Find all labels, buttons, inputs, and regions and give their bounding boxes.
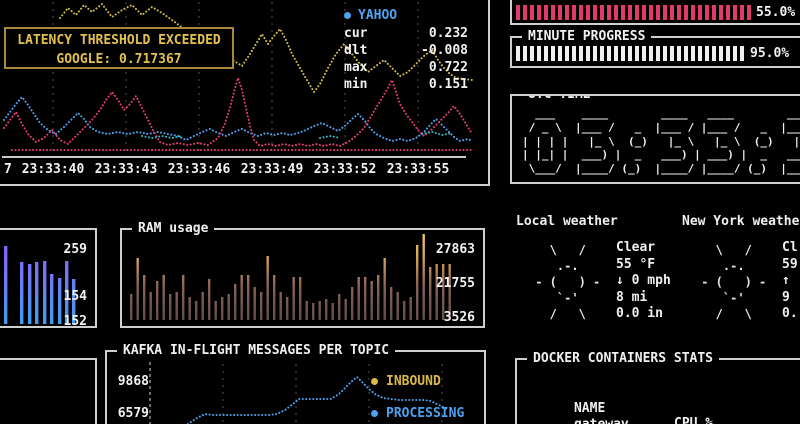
legend-inbound: INBOUND (371, 374, 441, 389)
panel-title: UTC TIME (522, 96, 597, 102)
y-label: 6579 (117, 406, 149, 421)
stat-key: max (344, 60, 368, 75)
ram-bars-chart (130, 234, 451, 320)
yahoo-legend: YAHOO cur 0.232 dlt -0.008 max 0.722 min 0.1… (344, 8, 468, 93)
y-label: 154 (63, 289, 87, 304)
y-label: 259 (63, 242, 87, 257)
kafka-panel: KAFKA IN-FLIGHT MESSAGES PER TOPIC 9868 … (105, 343, 486, 424)
legend-label: PROCESSING (386, 406, 465, 421)
kafka-chart (149, 362, 450, 424)
y-label: 152 (63, 314, 87, 329)
x-tick: 23:33:46 (167, 162, 231, 177)
series-line-yahoo (3, 95, 473, 143)
y-label: 9868 (117, 374, 149, 389)
gauge-bars (516, 5, 752, 20)
yahoo-series-dot-icon (344, 12, 351, 19)
yahoo-series-label: YAHOO (358, 8, 398, 23)
x-tick: 7 (4, 162, 12, 177)
panel-title: KAFKA IN-FLIGHT MESSAGES PER TOPIC (117, 343, 396, 358)
container-name: gateway (574, 417, 629, 424)
minute-progress-panel: MINUTE PROGRESS 95.0% (510, 29, 800, 68)
x-tick: 23:33:49 (240, 162, 304, 177)
stat-value: -0.008 (421, 43, 468, 58)
y-label: 27863 (435, 242, 475, 257)
gauge-value: 95.0% (750, 46, 790, 61)
cutoff-panel (0, 358, 97, 424)
series-line-third (59, 2, 473, 94)
x-tick: 23:33:52 (313, 162, 377, 177)
stat-key: min (344, 77, 368, 92)
col-name: NAME (573, 401, 606, 416)
local-weather-values: Clear 55 °F ↓ 0 mph 8 mi 0.0 in (616, 240, 671, 321)
legend-label: INBOUND (386, 374, 441, 389)
sun-icon: \ / .-. - ( ) - `-' / \ (535, 243, 601, 321)
series-line-cyan (141, 134, 183, 140)
series-line-cyan (319, 134, 341, 139)
alert-line1: LATENCY THRESHOLD EXCEEDED (17, 33, 221, 48)
utc-time-panel: UTC TIME ___ ____ ____ ____ ____ ___ / _… (510, 94, 800, 184)
col-cpu: CPU % (674, 416, 714, 424)
latency-chart (3, 2, 473, 154)
y-label: 21755 (435, 276, 475, 291)
gauge-value: 55.0% (756, 5, 796, 20)
stat-value: 0.232 (428, 26, 468, 41)
docker-stats-panel: DOCKER CONTAINERS STATS NAME CPU % gatew… (515, 351, 800, 424)
ny-weather-title: New York weather (682, 214, 800, 229)
ny-weather-values: Cl 59 ↑ 9 0. (782, 240, 798, 321)
latency-alert: LATENCY THRESHOLD EXCEEDED GOOGLE: 0.717… (4, 27, 234, 69)
local-weather-title: Local weather (516, 214, 618, 229)
x-tick: 23:33:40 (21, 162, 85, 177)
panel-title: DOCKER CONTAINERS STATS (527, 351, 720, 366)
stat-value: 0.722 (428, 60, 468, 75)
table-row: gateway 2.09% (527, 402, 629, 424)
series-line-processing (186, 375, 450, 424)
gauge-bars (516, 46, 746, 61)
panel-title: MINUTE PROGRESS (522, 29, 652, 44)
gauge-55-panel: 55.0% (510, 0, 800, 25)
ram-usage-panel: RAM usage 27863 21755 3526 (120, 221, 485, 328)
table-header: NAME CPU % (527, 386, 713, 424)
x-tick: 23:33:43 (94, 162, 158, 177)
x-axis (2, 156, 466, 158)
sun-icon: \ / .-. - ( ) - `-' / \ (701, 243, 767, 321)
mini-bars-panel: 259 154 152 (0, 228, 97, 329)
x-tick: 23:33:55 (386, 162, 450, 177)
y-label: 3526 (443, 310, 475, 325)
stat-key: cur (344, 26, 368, 41)
table-row: mongodb 0.20% (527, 418, 629, 424)
series-line-google (3, 74, 473, 148)
stat-key: dlt (344, 43, 368, 58)
panel-title: RAM usage (132, 221, 215, 236)
inbound-series-dot-icon (371, 378, 378, 385)
processing-series-dot-icon (371, 410, 378, 417)
mini-bars-chart (4, 246, 76, 324)
latency-chart-panel: LATENCY THRESHOLD EXCEEDED GOOGLE: 0.717… (0, 0, 490, 186)
legend-processing: PROCESSING (371, 406, 464, 421)
ascii-clock: ___ ____ ____ ____ ____ ___ / _ \ |___ /… (522, 107, 800, 176)
alert-line2: GOOGLE: 0.717367 (56, 52, 182, 67)
stat-value: 0.151 (428, 77, 468, 92)
